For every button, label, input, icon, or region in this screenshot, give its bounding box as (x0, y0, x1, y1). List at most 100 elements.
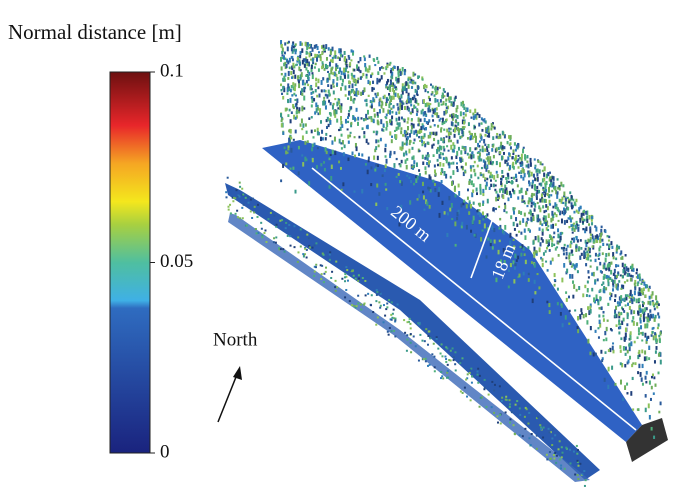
point (525, 222, 527, 226)
point (419, 150, 421, 152)
point (320, 163, 322, 166)
point (311, 104, 313, 107)
point (607, 385, 609, 389)
point (561, 446, 563, 448)
point (655, 303, 657, 306)
point (346, 269, 348, 271)
point (375, 139, 377, 143)
point (548, 187, 550, 192)
point (296, 111, 298, 115)
point (297, 75, 299, 78)
point (422, 191, 424, 194)
point (551, 211, 553, 216)
point (414, 139, 416, 142)
point (434, 366, 436, 368)
point (482, 218, 484, 220)
point (294, 83, 296, 86)
point (606, 327, 608, 331)
point (312, 144, 314, 148)
point (470, 399, 472, 401)
point (366, 76, 368, 79)
point (312, 158, 314, 162)
point (287, 235, 289, 237)
point (341, 71, 343, 75)
point (429, 103, 431, 105)
point (401, 102, 403, 105)
point (651, 376, 653, 378)
point (488, 394, 490, 396)
point (656, 306, 658, 309)
point (386, 98, 388, 103)
point (407, 121, 409, 124)
point (461, 222, 463, 226)
point (479, 140, 481, 142)
point (532, 213, 534, 216)
point (622, 398, 624, 401)
point (405, 134, 407, 137)
point (493, 184, 495, 188)
point (578, 286, 580, 290)
point (581, 473, 583, 475)
point (430, 126, 432, 128)
point (551, 437, 553, 439)
point (486, 153, 488, 155)
point (311, 116, 313, 118)
point (469, 369, 471, 371)
point (328, 47, 330, 50)
point (273, 215, 275, 217)
point (454, 125, 456, 127)
point (605, 351, 607, 354)
point (425, 358, 427, 360)
point (488, 170, 490, 173)
point (582, 293, 584, 297)
point (497, 174, 499, 178)
point (636, 272, 638, 274)
point (614, 313, 616, 317)
point (652, 291, 654, 295)
point (558, 254, 560, 257)
point (344, 56, 346, 61)
point (367, 293, 369, 295)
point (562, 202, 564, 204)
point (291, 111, 293, 114)
point (513, 166, 515, 170)
point (464, 171, 466, 173)
point (301, 128, 303, 130)
point (364, 57, 366, 61)
point (371, 294, 373, 296)
point (288, 130, 290, 133)
point (594, 279, 596, 282)
point (593, 241, 595, 243)
point (490, 184, 492, 187)
point (396, 122, 398, 125)
point (406, 339, 408, 341)
point (492, 246, 494, 249)
point (525, 260, 527, 264)
point (658, 335, 660, 337)
point (446, 233, 448, 237)
point (409, 133, 411, 137)
point (578, 246, 580, 251)
point (341, 278, 343, 280)
point (635, 362, 637, 365)
point (312, 136, 314, 138)
point (540, 242, 542, 246)
point (497, 422, 499, 424)
point (410, 327, 412, 329)
point (531, 433, 533, 435)
point (453, 356, 455, 358)
point (321, 273, 323, 275)
point (406, 350, 408, 352)
point (640, 332, 642, 334)
point (491, 225, 493, 230)
point (524, 235, 526, 240)
point (439, 119, 441, 122)
point (450, 350, 452, 352)
point (297, 261, 299, 263)
point (515, 175, 517, 177)
point (354, 155, 356, 158)
point (639, 274, 641, 278)
point (485, 406, 487, 408)
point (554, 279, 556, 281)
point (410, 180, 412, 183)
